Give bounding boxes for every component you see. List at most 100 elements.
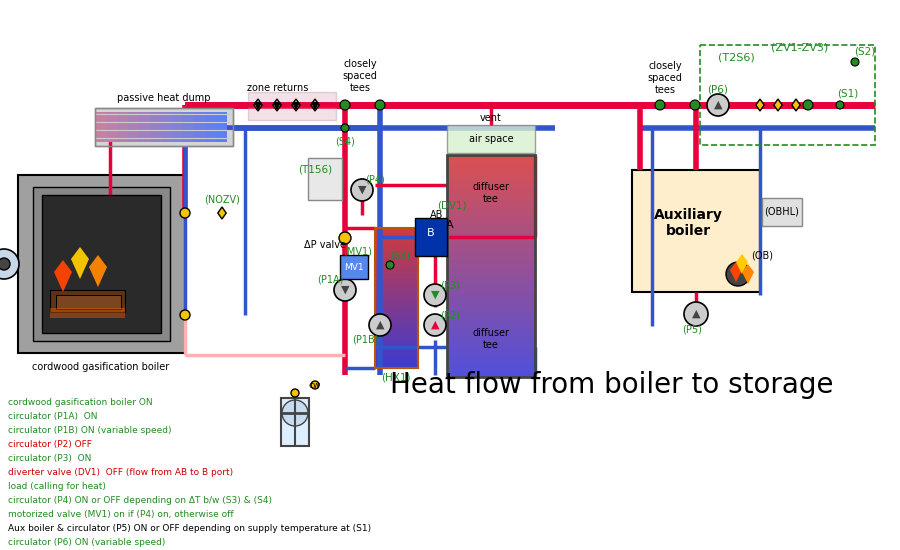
Bar [375,314,418,315]
Bar [447,342,535,343]
Bar [375,306,418,307]
Bar [375,243,418,244]
Circle shape [424,314,446,336]
Bar [447,305,535,306]
Bar [375,273,418,274]
Bar [375,264,418,265]
Circle shape [803,100,813,110]
Bar [375,332,418,333]
Bar [375,263,418,264]
Bar [18,175,185,353]
Text: ▲: ▲ [431,320,439,330]
Bar [447,232,535,233]
Bar [447,331,535,332]
Bar [447,186,535,187]
Bar [447,304,535,305]
Text: (T2S6): (T2S6) [717,53,754,63]
Bar [447,168,535,169]
Bar [447,227,535,228]
Polygon shape [742,264,754,284]
Bar [447,211,535,212]
Bar [447,125,535,153]
Polygon shape [730,262,742,282]
Bar [375,340,418,341]
Bar [447,201,535,202]
Bar [632,170,760,292]
Bar [447,273,535,274]
Bar [375,240,418,241]
Bar [447,369,535,370]
Bar [375,311,418,312]
Bar [447,364,535,365]
Bar [447,238,535,239]
Bar [375,349,418,350]
Bar [375,297,418,298]
Bar [447,272,535,273]
Bar [447,277,535,278]
Polygon shape [792,99,800,111]
Bar [447,252,535,253]
Bar [281,398,309,446]
Bar [447,219,535,220]
Bar [762,198,802,226]
Bar [375,229,418,230]
Text: (S3): (S3) [390,251,410,261]
Bar [447,279,535,280]
Bar [375,341,418,342]
Bar [447,198,535,199]
Bar [375,266,418,267]
Bar [375,278,418,279]
Bar [447,309,535,310]
Bar [375,322,418,323]
Bar [447,350,535,351]
Circle shape [180,310,190,320]
Bar [447,366,535,367]
Bar [447,199,535,200]
Bar [447,299,535,300]
Bar [447,295,535,296]
Bar [375,337,418,338]
Text: motorized valve (MV1) on if (P4) on, otherwise off: motorized valve (MV1) on if (P4) on, oth… [8,510,234,519]
Bar [447,160,535,161]
Text: cordwood gasification boiler: cordwood gasification boiler [32,362,169,372]
Bar [447,162,535,163]
Bar [447,185,535,186]
Bar [447,363,535,364]
Bar [375,275,418,276]
Bar [447,165,535,166]
Bar [95,108,233,146]
Bar [50,290,125,312]
Bar [447,274,535,275]
Bar [447,270,535,271]
Bar [447,176,535,177]
Bar [375,230,418,231]
Bar [447,260,535,261]
Bar [447,296,535,297]
Bar [447,156,535,157]
Bar [447,215,535,216]
Text: (P4): (P4) [365,175,385,185]
Bar [375,321,418,322]
Text: ▼: ▼ [431,290,439,300]
Bar [447,222,535,223]
Bar [375,350,418,351]
Bar [447,157,535,158]
Bar [447,204,535,205]
Bar [375,324,418,325]
Text: closely
spaced
tees: closely spaced tees [343,59,377,92]
Bar [205,112,216,142]
Bar [375,328,418,329]
Bar [447,311,535,312]
Text: (OB): (OB) [751,250,773,260]
Bar [447,329,535,330]
Bar [415,218,447,256]
Bar [447,240,535,241]
Bar [447,354,535,355]
Circle shape [684,302,708,326]
Bar [216,112,227,142]
Text: circulator (P4) ON or OFF depending on ΔT b/w (S3) & (S4): circulator (P4) ON or OFF depending on Δ… [8,496,272,505]
Bar [375,359,418,360]
Bar [447,335,535,336]
Bar [700,45,875,145]
Polygon shape [274,103,280,109]
